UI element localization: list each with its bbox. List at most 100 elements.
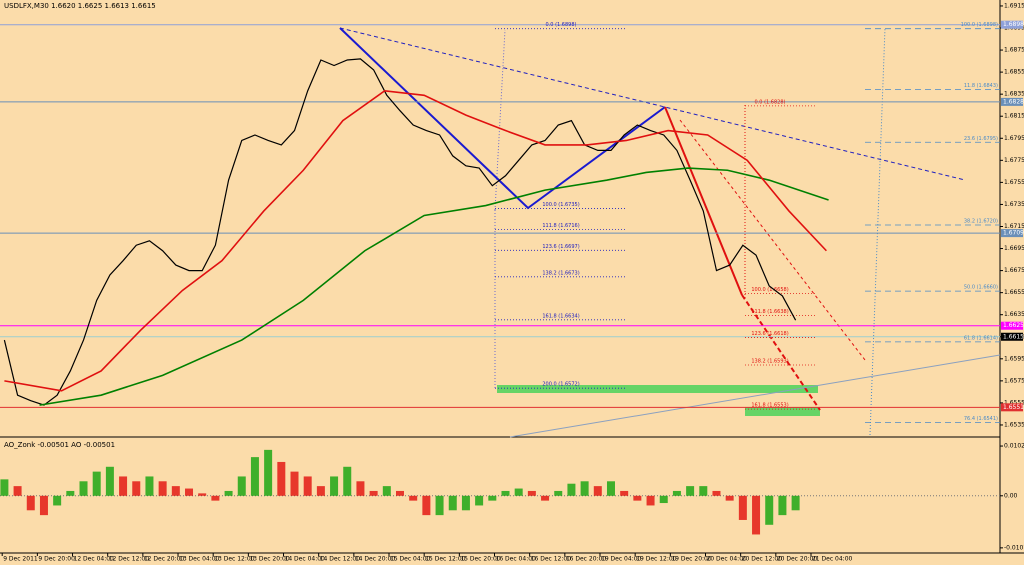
ao-bar: [92, 471, 101, 496]
x-tick-label: 19 Dec 20:00: [671, 556, 712, 563]
x-tick-label: 12 Dec 20:00: [144, 556, 185, 563]
y-tick-label: 1.6855: [1004, 69, 1024, 76]
x-tick-label: 12 Dec 12:00: [109, 556, 150, 563]
x-tick-label: 16 Dec 12:00: [531, 556, 572, 563]
price-line: [3, 58, 797, 406]
ao-bar: [290, 471, 299, 496]
ao-bar: [382, 486, 391, 496]
y-tick-label: 1.6815: [1004, 113, 1024, 120]
level-tag: [1001, 321, 1023, 330]
drawings: [339, 27, 1001, 438]
fib-label: 111.8 (1.6716): [542, 223, 579, 229]
fib-label: 50.0 (1.6660): [964, 285, 998, 291]
fib-label: 100.0 (1.6658): [751, 287, 788, 293]
price-line: [39, 167, 829, 406]
level-label: 1.6828: [1003, 98, 1024, 105]
fib-label: 123.6 (1.6697): [542, 244, 579, 250]
ao-bar: [13, 486, 22, 496]
support-line: [509, 354, 1001, 438]
ao-bar: [475, 495, 484, 506]
ao-bar: [752, 495, 761, 535]
ao-bar: [105, 466, 114, 496]
ao-bar: [646, 495, 655, 506]
level-label: 1.6615: [1003, 333, 1024, 340]
target-zone: [497, 385, 818, 393]
fib-label: 161.8 (1.6634): [542, 313, 579, 319]
ao-bar: [264, 449, 273, 496]
ao-bar: [699, 486, 708, 496]
ao-bar: [396, 490, 404, 496]
level-tag: [1001, 97, 1023, 106]
x-tick-label: 14 Dec 04:00: [285, 556, 326, 563]
y-tick-label: 1.6775: [1004, 157, 1024, 164]
x-tick-label: 19 Dec 04:00: [601, 556, 642, 563]
ao-bar: [132, 481, 141, 496]
ao-bar: [250, 457, 259, 496]
y-tick-label: 1.6755: [1004, 179, 1024, 186]
x-tick-label: 13 Dec 20:00: [249, 556, 290, 563]
fib-label: 0.0 (1.6898): [546, 22, 577, 28]
ao-bar: [554, 490, 563, 496]
ao-bar: [435, 495, 444, 516]
ao-bar: [145, 476, 154, 496]
ao-bar: [567, 483, 576, 496]
x-tick-label: 15 Dec 20:00: [460, 556, 501, 563]
ao-bar: [330, 476, 339, 496]
ao-bar: [725, 495, 734, 501]
ao-bar: [527, 490, 536, 496]
channel-line: [679, 119, 866, 361]
level-label: 1.6625: [1003, 322, 1024, 329]
fib-label: 111.8 (1.6638): [751, 309, 788, 315]
y-tick-label: 1.6695: [1004, 245, 1024, 252]
trend-line: [339, 27, 966, 181]
ao-bar: [541, 495, 550, 501]
y-tick-label: 1.6715: [1004, 223, 1024, 230]
ao-tick-label: 0.01029: [1004, 443, 1024, 450]
fib-label: 61.8 (1.6614): [964, 335, 998, 341]
chart-title: USDLFX,M30 1.6620 1.6625 1.6613 1.6615: [4, 2, 156, 10]
ao-bar: [712, 490, 721, 496]
y-tick-label: 1.6875: [1004, 47, 1024, 54]
fib-label: 11.8 (1.6843): [964, 83, 998, 89]
y-tick-label: 1.6835: [1004, 91, 1024, 98]
x-tick-label: 20 Dec 12:00: [742, 556, 783, 563]
ao-bar: [488, 495, 497, 501]
ao-bar: [606, 481, 615, 496]
x-tick-label: 20 Dec 20:00: [777, 556, 818, 563]
y-tick-label: 1.6635: [1004, 311, 1024, 318]
level-tag: [1001, 20, 1023, 29]
fib-label: 138.2 (1.6593): [751, 359, 788, 365]
x-tick-label: 19 Dec 12:00: [636, 556, 677, 563]
ao-bar: [343, 466, 352, 496]
level-label: 1.6709: [1003, 230, 1024, 237]
price-line: [4, 90, 827, 392]
ao-bar: [659, 495, 668, 504]
ao-bar: [39, 495, 48, 516]
ao-bar: [738, 495, 747, 520]
x-tick-label: 13 Dec 12:00: [214, 556, 255, 563]
ao-bar: [171, 486, 180, 496]
level-tag: [1001, 229, 1023, 238]
ao-bar: [237, 476, 246, 496]
y-tick-label: 1.6795: [1004, 135, 1024, 142]
ao-bar: [422, 495, 431, 516]
level-tag: [1001, 403, 1023, 412]
x-tick-label: 16 Dec 20:00: [566, 556, 607, 563]
ao-bar: [448, 495, 457, 511]
fib-label: 161.8 (1.6553): [751, 403, 788, 409]
fib-label: 200.0 (1.6572): [542, 382, 579, 388]
x-tick-label: 21 Dec 04:00: [812, 556, 853, 563]
y-tick-label: 1.6535: [1004, 421, 1024, 428]
ao-bar: [593, 486, 602, 496]
ao-bar: [765, 495, 774, 525]
ao-bar: [369, 490, 378, 496]
x-tick-label: 14 Dec 20:00: [355, 556, 396, 563]
ao-tick-label: 0.00: [1004, 492, 1018, 499]
ao-bar: [316, 486, 325, 496]
x-tick-label: 15 Dec 04:00: [390, 556, 431, 563]
x-tick-label: 9 Dec 20:00: [38, 556, 75, 563]
x-tick-label: 9 Dec 2011: [3, 556, 38, 563]
fib-label: 100.0 (1.6735): [542, 202, 579, 208]
